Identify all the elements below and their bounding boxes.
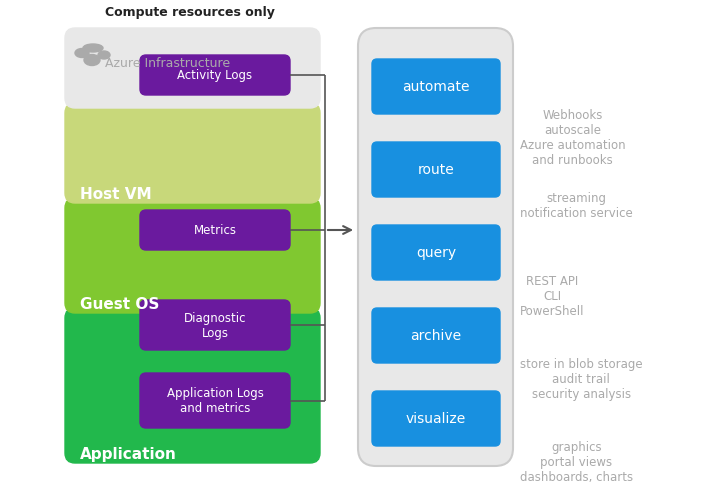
FancyBboxPatch shape <box>140 210 290 250</box>
Text: Guest OS: Guest OS <box>80 296 160 311</box>
Text: Host VM: Host VM <box>80 186 152 202</box>
FancyBboxPatch shape <box>372 225 500 281</box>
Text: route: route <box>418 163 455 177</box>
Text: Metrics: Metrics <box>193 224 237 237</box>
FancyBboxPatch shape <box>140 56 290 96</box>
Text: automate: automate <box>402 81 469 94</box>
Text: visualize: visualize <box>406 412 466 426</box>
Text: Compute resources only: Compute resources only <box>105 6 275 19</box>
Text: Diagnostic
Logs: Diagnostic Logs <box>184 311 246 339</box>
FancyBboxPatch shape <box>65 29 320 109</box>
Text: Application Logs
and metrics: Application Logs and metrics <box>167 386 263 415</box>
Text: REST API
CLI
PowerShell: REST API CLI PowerShell <box>520 274 585 317</box>
Ellipse shape <box>83 45 103 53</box>
Text: Activity Logs: Activity Logs <box>177 69 253 82</box>
Ellipse shape <box>84 55 100 66</box>
FancyBboxPatch shape <box>372 60 500 115</box>
FancyBboxPatch shape <box>65 104 320 203</box>
FancyBboxPatch shape <box>65 308 320 463</box>
Text: archive: archive <box>410 329 462 343</box>
Ellipse shape <box>98 52 110 60</box>
FancyBboxPatch shape <box>358 29 513 466</box>
FancyBboxPatch shape <box>372 308 500 363</box>
Text: store in blob storage
audit trail
security analysis: store in blob storage audit trail securi… <box>520 357 642 400</box>
FancyBboxPatch shape <box>140 373 290 428</box>
Ellipse shape <box>75 49 89 59</box>
Text: query: query <box>416 246 456 260</box>
Text: Webhooks
autoscale
Azure automation
and runbooks: Webhooks autoscale Azure automation and … <box>520 109 626 167</box>
FancyBboxPatch shape <box>372 391 500 446</box>
FancyBboxPatch shape <box>372 142 500 198</box>
Text: streaming
notification service: streaming notification service <box>520 192 633 220</box>
FancyBboxPatch shape <box>140 301 290 350</box>
Text: Application: Application <box>80 446 177 461</box>
FancyBboxPatch shape <box>65 199 320 313</box>
Text: graphics
portal views
dashboards, charts: graphics portal views dashboards, charts <box>520 440 633 483</box>
Text: Azure Infrastructure: Azure Infrastructure <box>105 57 230 70</box>
